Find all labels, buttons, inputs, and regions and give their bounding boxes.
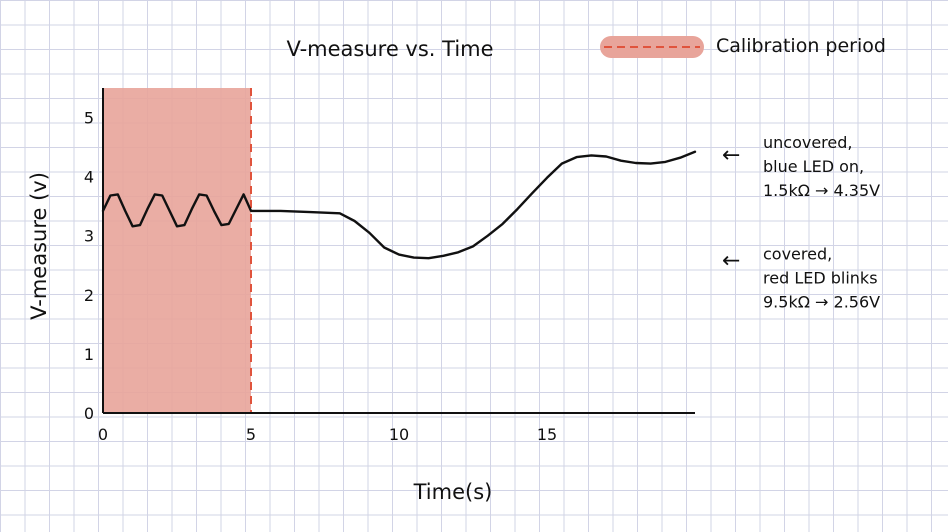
annotation-text: 1.5kΩ → 4.35V bbox=[763, 181, 880, 200]
y-tick-label: 0 bbox=[84, 404, 94, 423]
annotation-text: 9.5kΩ → 2.56V bbox=[763, 293, 880, 312]
annotation-text: covered, bbox=[763, 245, 832, 264]
calibration-period-band bbox=[103, 88, 251, 413]
chart-title: V-measure vs. Time bbox=[286, 37, 493, 61]
y-tick-label: 1 bbox=[84, 345, 94, 364]
legend-swatch bbox=[600, 36, 704, 58]
x-tick-label: 5 bbox=[246, 425, 256, 444]
y-tick-label: 5 bbox=[84, 109, 94, 128]
x-tick-label: 10 bbox=[389, 425, 409, 444]
x-tick-label: 0 bbox=[98, 425, 108, 444]
annotation-arrow: ← bbox=[722, 143, 740, 168]
x-axis-label: Time(s) bbox=[413, 480, 493, 504]
y-tick-label: 4 bbox=[84, 168, 94, 187]
y-tick-label: 2 bbox=[84, 286, 94, 305]
annotation-arrow: ← bbox=[722, 249, 740, 274]
annotation-text: uncovered, bbox=[763, 133, 853, 152]
annotation-text: blue LED on, bbox=[763, 157, 864, 176]
legend-label: Calibration period bbox=[716, 35, 886, 57]
y-tick-label: 3 bbox=[84, 227, 94, 246]
x-tick-label: 15 bbox=[537, 425, 557, 444]
data-series-line bbox=[101, 150, 697, 260]
y-axis-label: V-measure (v) bbox=[27, 172, 51, 320]
annotation-text: red LED blinks bbox=[763, 269, 878, 288]
